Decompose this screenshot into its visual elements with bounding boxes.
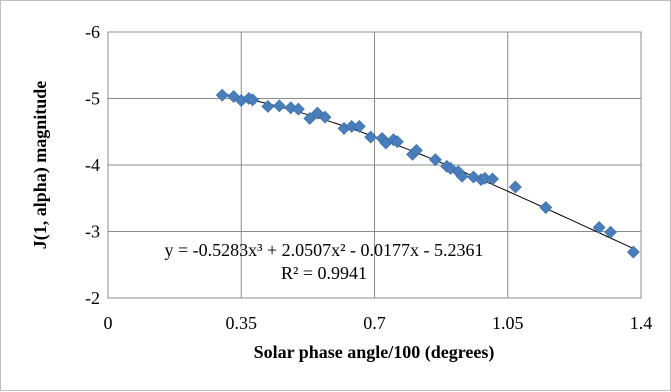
data-point — [215, 88, 229, 102]
x-tick-labels: 0 0.35 0.7 1.05 1.4 — [104, 313, 653, 333]
data-point — [409, 143, 423, 157]
x-tick-label: 1.05 — [492, 313, 524, 333]
r-squared-label: R² = 0.9941 — [281, 263, 367, 283]
y-tick-label: -2 — [85, 288, 100, 308]
data-point — [261, 100, 275, 113]
data-point — [626, 245, 640, 259]
data-point — [508, 180, 522, 194]
data-point — [428, 153, 442, 167]
data-point — [291, 102, 305, 116]
data-point — [486, 172, 499, 186]
x-tick-label: 1.4 — [630, 313, 653, 333]
y-tick-label: -3 — [85, 222, 100, 242]
y-tick-label: -5 — [85, 89, 100, 109]
data-point — [455, 169, 469, 183]
data-point — [246, 93, 260, 107]
data-point — [352, 120, 366, 133]
data-point — [592, 221, 606, 234]
data-point — [303, 112, 317, 125]
data-point — [272, 99, 286, 113]
y-tick-labels: -6 -5 -4 -3 -2 — [85, 22, 100, 308]
trendline-equation: y = -0.5283x³ + 2.0507x² - 0.0177x - 5.2… — [164, 240, 483, 260]
x-axis-title: Solar phase angle/100 (degrees) — [254, 342, 495, 363]
y-axis-title: J(1, alpha) magnitude — [30, 81, 51, 250]
data-points — [215, 88, 640, 259]
y-tick-label: -4 — [85, 155, 100, 175]
data-point — [539, 201, 553, 214]
x-tick-label: 0.35 — [226, 313, 258, 333]
data-point — [364, 130, 378, 144]
y-tick-label: -6 — [85, 22, 100, 42]
data-point — [318, 110, 332, 124]
data-point — [390, 135, 404, 149]
x-tick-label: 0 — [104, 313, 113, 333]
x-tick-label: 0.7 — [363, 313, 386, 333]
gridlines — [108, 32, 641, 298]
data-point — [604, 225, 617, 239]
